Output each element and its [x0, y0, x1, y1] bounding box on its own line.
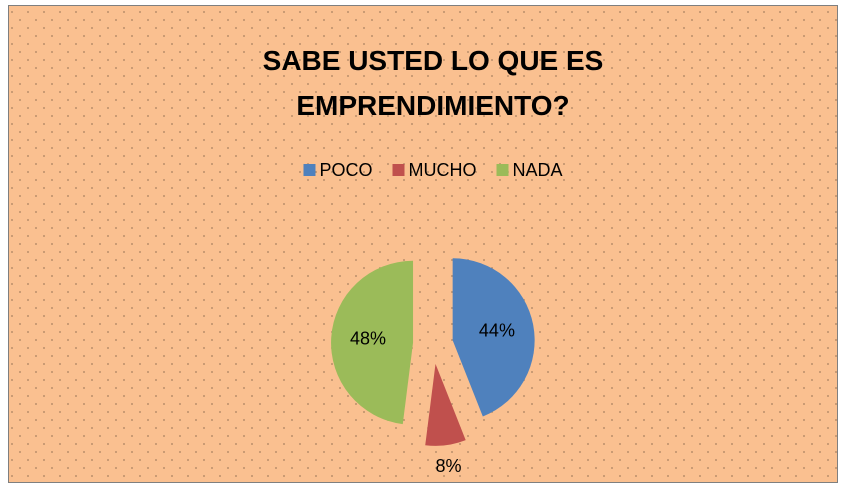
pie-slice [331, 260, 414, 425]
chart-area [8, 5, 838, 483]
legend-swatch [496, 164, 509, 176]
legend-label: NADA [513, 160, 563, 180]
data-label: 48% [350, 329, 386, 349]
data-label: 44% [479, 321, 515, 341]
legend-label: POCO [319, 160, 372, 180]
pie-slice [452, 258, 535, 417]
legend-swatch [392, 164, 405, 176]
legend-swatch [303, 164, 316, 176]
chart-title: SABE USTED LO QUE ES EMPRENDIMIENTO? [262, 45, 604, 121]
pie-slice [425, 363, 466, 446]
data-label: 8% [436, 456, 462, 476]
legend-label: MUCHO [409, 160, 477, 180]
